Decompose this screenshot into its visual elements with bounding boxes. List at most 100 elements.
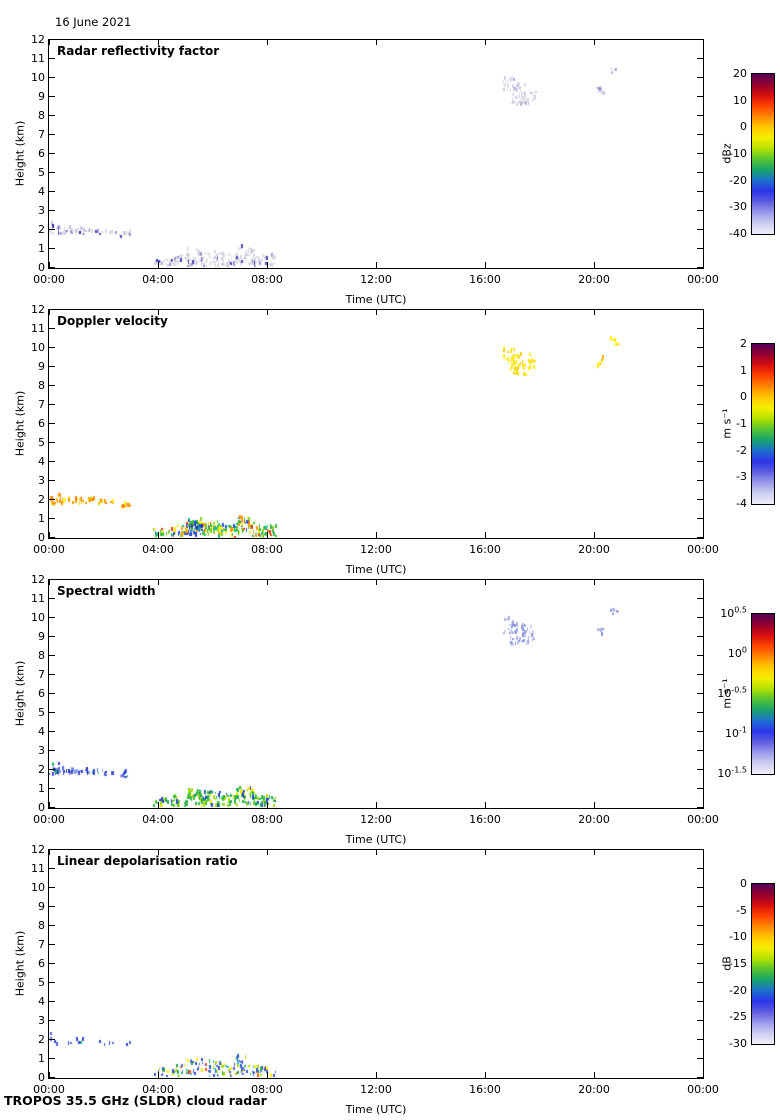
x-tick-mark-top (594, 40, 595, 45)
y-tick-mark-right (697, 404, 703, 405)
y-tick-mark (49, 347, 55, 348)
x-tick-label: 16:00 (469, 1083, 501, 1096)
y-tick-mark-right (697, 537, 703, 538)
x-tick-mark-top (49, 850, 50, 855)
x-tick-mark (594, 262, 595, 268)
x-tick-mark (594, 1072, 595, 1078)
y-tick-mark-right (697, 693, 703, 694)
y-tick-mark (49, 1058, 55, 1059)
y-tick-mark (49, 134, 55, 135)
y-tick-mark (49, 423, 55, 424)
y-tick-mark-right (697, 807, 703, 808)
y-tick-mark (49, 267, 55, 268)
y-tick-mark-right (697, 769, 703, 770)
x-tick-mark-top (158, 580, 159, 585)
y-tick-mark (49, 1020, 55, 1021)
y-tick-mark-right (697, 1058, 703, 1059)
colorbar-tick-label: 10-1.5 (717, 765, 747, 780)
y-tick-label: 11 (31, 592, 45, 605)
x-tick-mark (703, 802, 704, 808)
colorbar-tick-label: -20 (729, 983, 747, 997)
y-tick-mark (49, 1039, 55, 1040)
y-tick-mark-right (697, 366, 703, 367)
y-tick-label: 8 (38, 109, 45, 122)
y-tick-mark-right (697, 248, 703, 249)
y-tick-label: 3 (38, 474, 45, 487)
colorbar-tick-label: -5 (736, 903, 747, 917)
y-tick-label: 7 (38, 668, 45, 681)
x-tick-label: 20:00 (578, 273, 610, 286)
y-tick-mark (49, 404, 55, 405)
colorbar-tick-label: -10 (729, 930, 747, 944)
y-tick-mark-right (697, 115, 703, 116)
colorbar-spectral-width (751, 613, 775, 775)
y-tick-mark (49, 461, 55, 462)
y-tick-mark (49, 579, 55, 580)
y-tick-label: 1 (38, 1052, 45, 1065)
y-axis-label: Height (km) (13, 390, 27, 457)
y-tick-mark (49, 944, 55, 945)
y-tick-mark-right (697, 636, 703, 637)
y-axis-label: Height (km) (13, 660, 27, 727)
y-tick-label: 4 (38, 185, 45, 198)
y-tick-mark-right (697, 58, 703, 59)
y-tick-mark (49, 518, 55, 519)
x-tick-mark (594, 532, 595, 538)
x-tick-mark (485, 802, 486, 808)
y-tick-mark (49, 769, 55, 770)
echo-canvas-ldr (49, 850, 703, 1078)
echo-canvas-velocity (49, 310, 703, 538)
x-tick-mark-top (485, 580, 486, 585)
y-tick-label: 11 (31, 52, 45, 65)
y-axis-label: Height (km) (13, 120, 27, 187)
x-tick-label: 04:00 (142, 813, 174, 826)
y-tick-label: 10 (31, 611, 45, 624)
y-tick-mark (49, 731, 55, 732)
y-tick-label: 9 (38, 90, 45, 103)
y-tick-mark-right (697, 1039, 703, 1040)
x-tick-mark (485, 1072, 486, 1078)
x-tick-label: 00:00 (687, 543, 719, 556)
y-tick-label: 2 (38, 1033, 45, 1046)
y-tick-mark-right (697, 480, 703, 481)
x-tick-label: 16:00 (469, 273, 501, 286)
y-tick-mark (49, 617, 55, 618)
y-tick-mark-right (697, 731, 703, 732)
x-tick-mark (49, 262, 50, 268)
x-tick-mark (267, 802, 268, 808)
colorbar-tick-label: -10 (729, 147, 747, 160)
y-tick-label: 4 (38, 725, 45, 738)
x-tick-label: 16:00 (469, 813, 501, 826)
y-tick-label: 8 (38, 379, 45, 392)
y-tick-label: 4 (38, 995, 45, 1008)
y-tick-mark-right (697, 461, 703, 462)
y-tick-label: 5 (38, 166, 45, 179)
y-tick-label: 9 (38, 900, 45, 913)
x-tick-mark-top (703, 850, 704, 855)
colorbar-tick-label: 0 (740, 390, 747, 404)
y-tick-mark (49, 537, 55, 538)
x-tick-label: 12:00 (360, 273, 392, 286)
x-axis-label: Time (UTC) (345, 833, 407, 846)
y-tick-label: 9 (38, 360, 45, 373)
y-tick-mark-right (697, 849, 703, 850)
y-tick-label: 2 (38, 223, 45, 236)
colorbar-tick-label: -40 (729, 227, 747, 240)
y-tick-mark-right (697, 579, 703, 580)
y-tick-mark-right (697, 309, 703, 310)
x-tick-mark-top (376, 40, 377, 45)
y-tick-mark-right (697, 868, 703, 869)
y-tick-mark (49, 309, 55, 310)
x-tick-label: 08:00 (251, 1083, 283, 1096)
colorbar-tick-label: -3 (736, 470, 747, 484)
x-tick-mark-top (158, 850, 159, 855)
x-tick-label: 12:00 (360, 1083, 392, 1096)
y-tick-mark (49, 868, 55, 869)
y-tick-mark-right (697, 963, 703, 964)
y-tick-mark-right (697, 96, 703, 97)
y-tick-label: 0 (38, 1071, 45, 1084)
y-tick-mark (49, 963, 55, 964)
x-axis-label: Time (UTC) (345, 1103, 407, 1116)
x-tick-mark (485, 532, 486, 538)
